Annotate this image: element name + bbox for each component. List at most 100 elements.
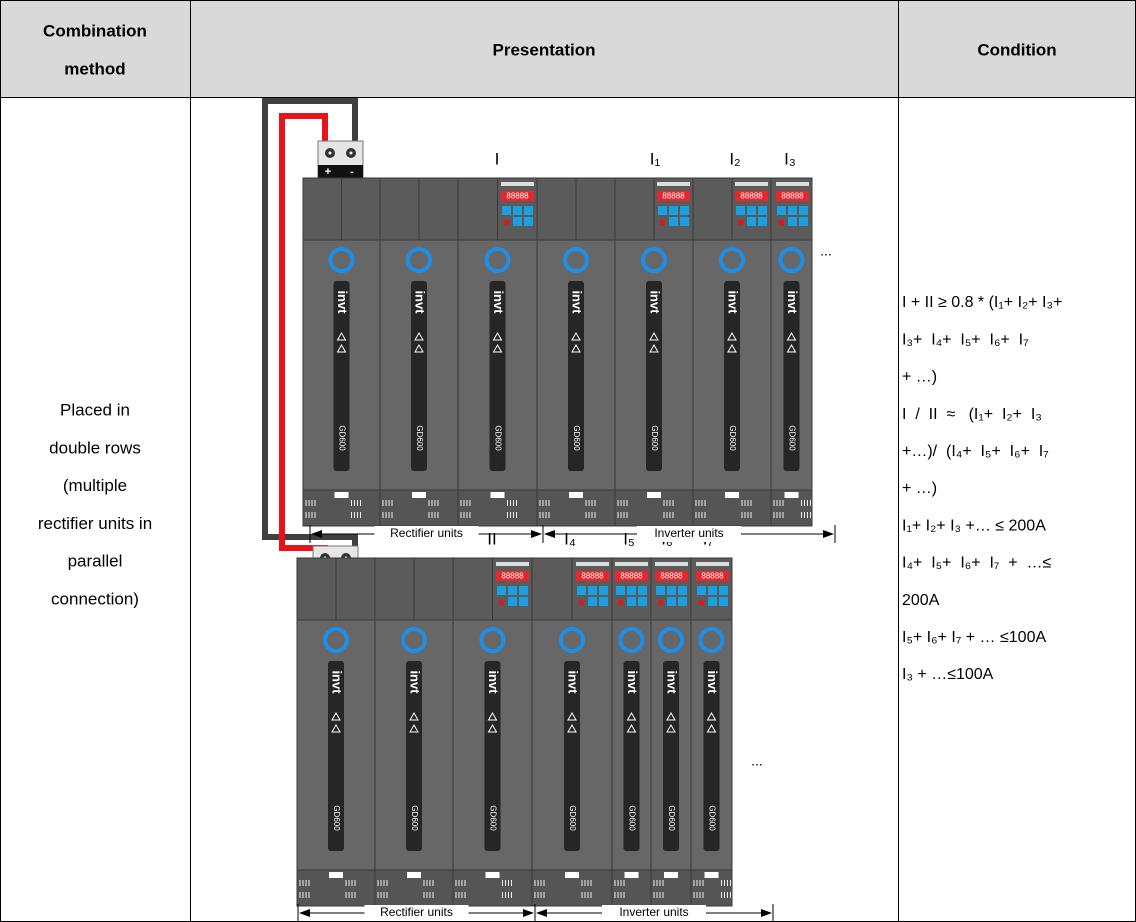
connector xyxy=(334,492,349,498)
keypad-key xyxy=(508,586,517,595)
arrowhead xyxy=(761,909,772,917)
warning-triangle xyxy=(414,343,424,353)
keypad-display xyxy=(657,191,690,201)
keypad-key xyxy=(678,586,687,595)
warning-triangle xyxy=(414,331,424,341)
keypad-display xyxy=(696,571,729,581)
keypad-key xyxy=(627,597,636,606)
header-cell: Combination xyxy=(43,21,147,40)
keypad-key xyxy=(708,597,717,606)
dc-wire xyxy=(262,98,358,552)
keypad-display xyxy=(496,571,529,581)
warning-triangle xyxy=(706,723,717,733)
terminal-bar xyxy=(318,165,363,178)
keypad-key-red xyxy=(658,600,663,605)
display-digits: 88888 xyxy=(501,572,524,581)
keypad-key xyxy=(638,586,647,595)
brand: invt xyxy=(335,290,350,314)
connector xyxy=(490,492,505,498)
status-ring xyxy=(479,627,506,653)
condition-line: + …) xyxy=(902,480,937,497)
keypad-key xyxy=(513,217,522,226)
method-line: double rows xyxy=(49,438,141,457)
label-strip xyxy=(663,661,679,851)
keypad-key xyxy=(656,586,665,595)
warning-triangle xyxy=(571,331,581,341)
label-strip xyxy=(564,661,580,851)
dimension-label: Inverter units xyxy=(619,905,688,919)
status-ring xyxy=(618,627,645,653)
terminal-plus: + xyxy=(325,166,331,178)
method-line: connection) xyxy=(51,589,139,608)
keypad-key-red xyxy=(618,600,623,605)
keypad-strip xyxy=(735,182,768,186)
status-ring xyxy=(484,247,511,273)
keypad-display xyxy=(655,571,688,581)
keypad-key xyxy=(519,586,528,595)
status-ring xyxy=(778,247,805,273)
brand: invt xyxy=(648,290,663,314)
warning-triangle xyxy=(336,331,347,341)
model: GD600 xyxy=(728,425,737,451)
keypad-display xyxy=(735,191,768,201)
connector xyxy=(485,872,500,878)
connector xyxy=(329,872,343,878)
keypad-key xyxy=(758,206,767,215)
keypad-key xyxy=(669,217,678,226)
keypad-key xyxy=(678,597,687,606)
warning-triangle xyxy=(706,711,717,721)
condition-line: + …) xyxy=(902,369,937,386)
header-cell: Presentation xyxy=(493,40,596,59)
model: GD600 xyxy=(572,425,581,451)
condition-line: +…)/ (I₄+ I₅+ I₆+ I₇ xyxy=(902,443,1049,460)
display-digits: 88888 xyxy=(581,572,604,581)
keypad-key xyxy=(708,586,717,595)
status-ring xyxy=(401,627,427,653)
keypad-key xyxy=(588,586,597,595)
keypad-key xyxy=(502,206,511,215)
model: GD600 xyxy=(493,425,502,451)
connector xyxy=(784,492,799,498)
label-strip xyxy=(484,661,501,851)
method-line: (multiple xyxy=(63,476,127,495)
inverter-current: I₄ xyxy=(564,529,576,548)
keypad-key xyxy=(599,586,608,595)
dimension-label-bg xyxy=(374,526,479,542)
inverter-current: I₂ xyxy=(729,149,740,168)
keypad-key xyxy=(799,206,808,215)
status-ring xyxy=(563,247,589,273)
brand: invt xyxy=(665,670,680,694)
brand: invt xyxy=(330,670,345,694)
warning-triangle xyxy=(727,331,737,341)
keypad-key xyxy=(658,206,667,215)
arrowhead xyxy=(311,530,322,538)
warning-triangle xyxy=(331,723,341,733)
model: GD600 xyxy=(707,805,716,831)
display-digits: 88888 xyxy=(506,192,529,201)
keypad-key xyxy=(497,586,506,595)
keypad-key xyxy=(788,206,797,215)
header-cell: Condition xyxy=(977,40,1056,59)
label-strip xyxy=(333,281,350,471)
connector xyxy=(725,492,739,498)
brand: invt xyxy=(486,670,501,694)
warning-triangle xyxy=(571,343,581,353)
label-strip xyxy=(703,661,720,851)
keypad-key-red xyxy=(699,600,704,605)
keypad-key xyxy=(680,217,689,226)
brand: invt xyxy=(491,290,506,314)
header-cell: method xyxy=(64,59,125,78)
status-ring xyxy=(658,627,684,653)
keypad-strip xyxy=(696,562,729,566)
status-ring xyxy=(559,627,585,653)
rectifier-current: I xyxy=(495,149,500,168)
connector xyxy=(412,492,426,498)
warning-triangle xyxy=(666,723,676,733)
keypad-key xyxy=(799,217,808,226)
warning-triangle xyxy=(649,331,659,341)
ellipsis: ... xyxy=(820,243,832,259)
model: GD600 xyxy=(568,805,577,831)
keypad-key xyxy=(524,206,533,215)
dimension-label: Inverter units xyxy=(654,526,723,540)
arrowhead xyxy=(531,530,542,538)
